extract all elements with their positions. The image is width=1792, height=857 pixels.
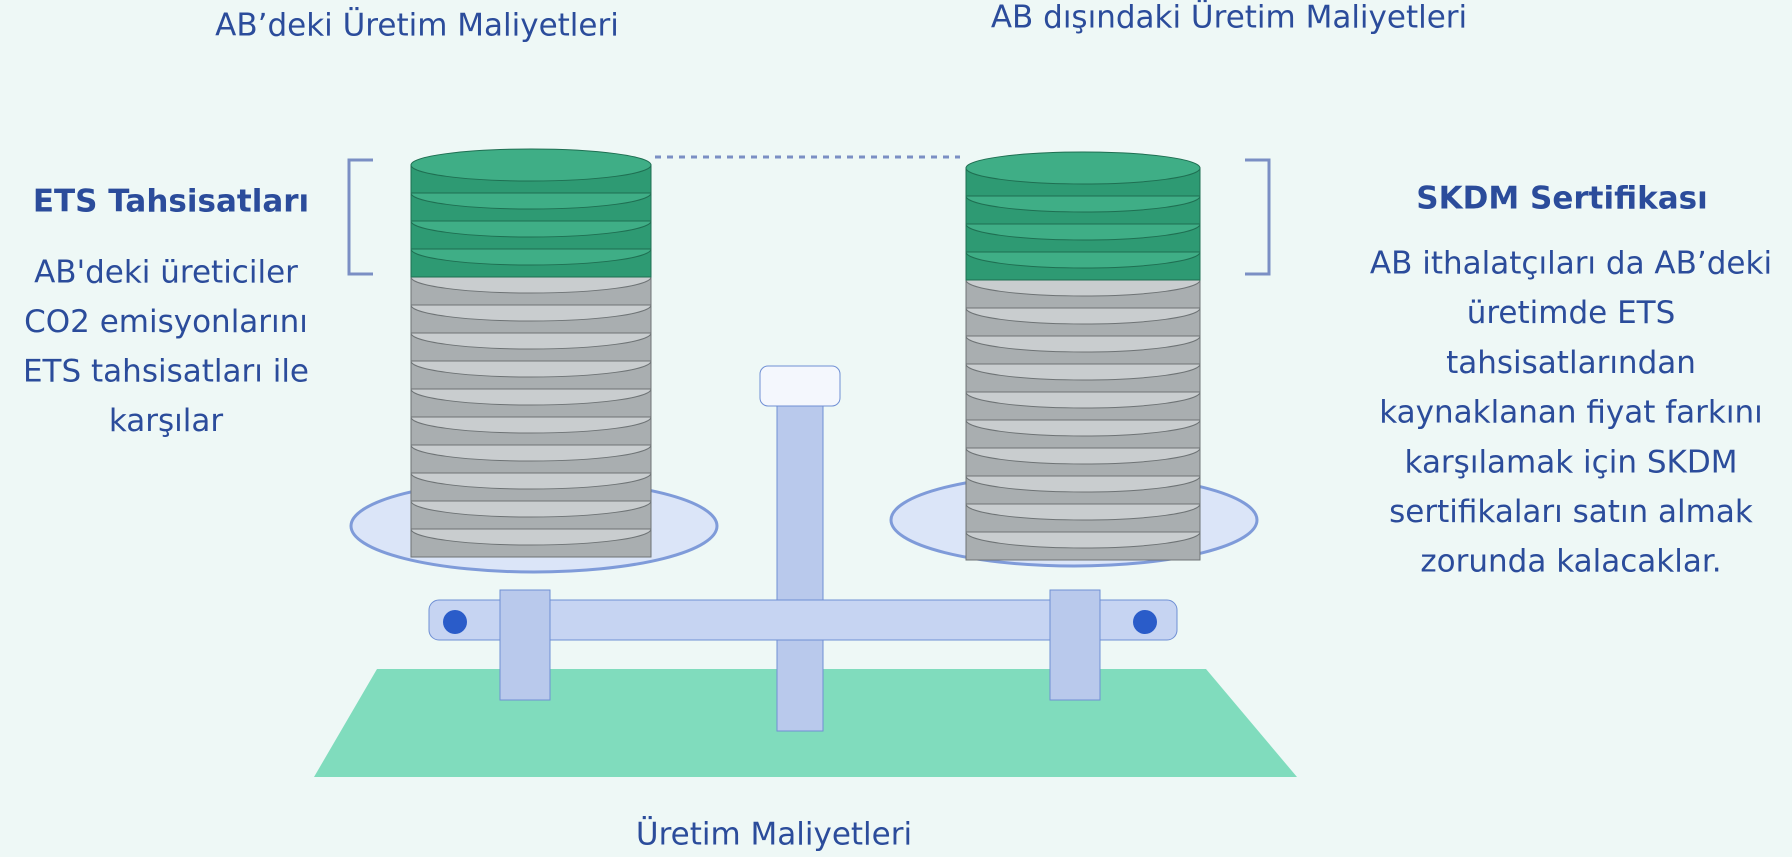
- coin-top: [411, 149, 651, 181]
- right-knob: [1133, 610, 1157, 634]
- right-top-label: AB dışındaki Üretim Maliyetleri: [991, 0, 1467, 36]
- right-note-line: kaynaklanan fiyat farkını: [1379, 395, 1762, 431]
- coin-top: [966, 152, 1200, 184]
- left-note-line: karşılar: [109, 403, 224, 439]
- right-note-line: tahsisatlarından: [1446, 345, 1696, 381]
- post: [777, 366, 823, 731]
- right-note-line: sertifikaları satın almak: [1389, 494, 1753, 530]
- right-note-line: AB ithalatçıları da AB’deki: [1370, 246, 1772, 282]
- post-head: [760, 366, 840, 406]
- diagram: AB’deki Üretim Maliyetleri AB dışındaki …: [0, 0, 1792, 857]
- left-knob: [443, 610, 467, 634]
- right-arm: [1050, 590, 1100, 700]
- right-note-line: zorunda kalacaklar.: [1420, 544, 1721, 580]
- left-top-label: AB’deki Üretim Maliyetleri: [215, 7, 619, 44]
- right-note-line: karşılamak için SKDM: [1405, 444, 1738, 480]
- left-note-line: ETS tahsisatları ile: [23, 354, 309, 390]
- left-note-line: CO2 emisyonlarını: [24, 304, 308, 340]
- page: AB’deki Üretim Maliyetleri AB dışındaki …: [0, 0, 1792, 857]
- right-note-title: SKDM Sertifikası: [1416, 181, 1707, 217]
- left-arm: [500, 590, 550, 700]
- left-note-line: AB'deki üreticiler: [34, 255, 298, 291]
- right-note-line: üretimde ETS: [1467, 295, 1676, 331]
- bottom-label: Üretim Maliyetleri: [636, 816, 912, 853]
- left-note-title: ETS Tahsisatları: [33, 184, 309, 220]
